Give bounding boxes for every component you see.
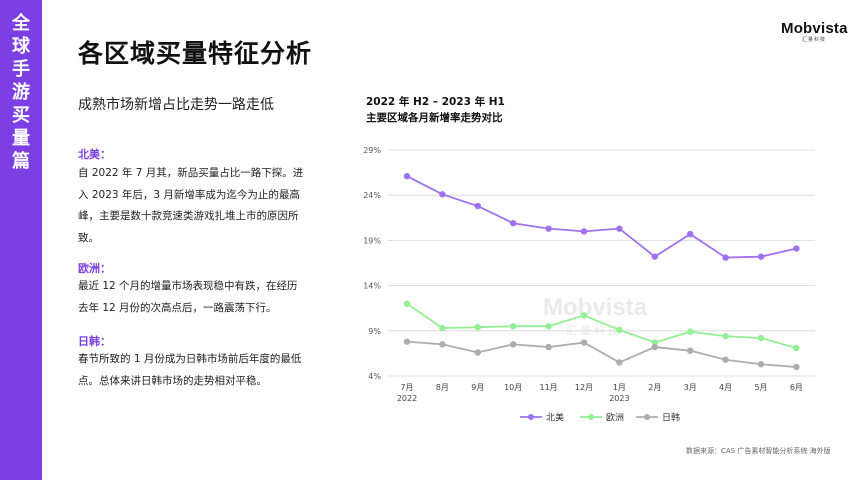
legend-label: 欧洲 <box>606 412 624 424</box>
x-year-label: 2022 <box>397 394 417 403</box>
data-point <box>545 225 552 232</box>
logo-text: Mobvista <box>781 20 848 37</box>
watermark: Mobvista <box>543 294 648 321</box>
data-point <box>439 324 446 332</box>
series-line-2 <box>406 340 797 368</box>
chart-title-line1: 2022 年 H2 – 2023 年 H1 <box>366 96 505 108</box>
y-tick-label: 14% <box>363 282 381 291</box>
series-line-0 <box>406 175 797 259</box>
x-year-label: 2023 <box>609 394 629 403</box>
data-point <box>403 300 411 307</box>
x-tick-label: 12月 <box>575 383 593 392</box>
x-tick-label: 3月 <box>684 383 697 392</box>
data-point <box>793 363 800 371</box>
data-point <box>474 349 481 356</box>
legend-swatch-dot <box>528 414 534 420</box>
legend-label: 日韩 <box>662 412 680 424</box>
data-point <box>510 323 517 330</box>
data-point <box>403 173 411 180</box>
data-point <box>687 328 694 335</box>
section-body-japan-korea: 春节所致的 1 月份成为日韩市场前后年度的最低点。总体来讲日韩市场的走势相对平稳… <box>78 353 302 387</box>
data-point <box>545 323 552 330</box>
data-point <box>510 341 517 348</box>
x-tick-label: 9月 <box>471 383 484 392</box>
section-head-europe: 欧洲： <box>78 262 111 275</box>
page-title: 各区域买量特征分析 <box>78 39 313 68</box>
legend-swatch-dot <box>644 414 650 420</box>
data-point <box>403 338 411 345</box>
y-tick-label: 19% <box>363 236 381 245</box>
sidebar: 全球手游买量篇 <box>0 0 42 480</box>
sidebar-label: 全球手游买量篇 <box>12 13 30 172</box>
series-line-1 <box>406 302 797 349</box>
y-tick-label: 9% <box>368 327 381 336</box>
data-point <box>580 312 588 319</box>
x-tick-label: 7月 <box>400 383 413 392</box>
chart-title-line2: 主要区域各月新增率走势对比 <box>366 112 503 124</box>
legend-label: 北美 <box>546 412 564 424</box>
data-point <box>757 334 765 342</box>
data-point <box>439 191 446 198</box>
brand-logo: Mobvista 汇量科技 <box>781 20 847 43</box>
data-point <box>474 323 481 331</box>
data-point <box>545 343 552 351</box>
x-tick-label: 6月 <box>790 383 803 392</box>
section-head-japan-korea: 日韩： <box>78 335 111 348</box>
data-point <box>722 333 729 340</box>
legend-swatch-dot <box>588 414 594 420</box>
data-point <box>580 228 588 235</box>
data-point <box>651 339 658 346</box>
data-point <box>793 245 800 252</box>
data-point <box>616 359 623 366</box>
x-tick-label: 8月 <box>436 383 449 392</box>
x-tick-label: 1月 <box>613 383 626 392</box>
data-point <box>793 344 800 352</box>
data-point <box>616 326 623 334</box>
data-point <box>722 356 729 363</box>
logo-subtext: 汇量科技 <box>801 37 826 43</box>
x-tick-label: 5月 <box>754 383 767 392</box>
data-point <box>580 339 588 346</box>
y-tick-label: 24% <box>363 191 381 200</box>
data-point <box>757 361 765 368</box>
data-point <box>757 253 765 260</box>
data-point <box>687 230 694 238</box>
source-note: 数据来源：CAS 广告素材智能分析系统 海外版 <box>686 447 831 455</box>
x-tick-label: 2月 <box>648 383 661 392</box>
section-body-europe: 最近 12 个月的增量市场表现稳中有跌，在经历去年 12 月份的次高点后，一路震… <box>78 280 298 314</box>
section-head-north-america: 北美： <box>78 148 111 161</box>
data-point <box>439 341 446 348</box>
data-point <box>510 220 517 227</box>
y-tick-label: 29% <box>363 146 381 155</box>
data-point <box>474 202 481 210</box>
data-point <box>616 225 623 232</box>
page-subtitle: 成熟市场新增占比走势一路走低 <box>78 97 274 113</box>
section-body-north-america: 自 2022 年 7 月其，新品买量占比一路下探。进入 2023 年后，3 月新… <box>78 167 304 244</box>
data-point <box>722 254 729 261</box>
y-tick-label: 4% <box>368 372 381 381</box>
x-tick-label: 11月 <box>540 383 558 392</box>
data-point <box>651 343 658 351</box>
x-tick-label: 10月 <box>504 383 522 392</box>
data-point <box>687 347 694 354</box>
chart-title: 2022 年 H2 – 2023 年 H1 主要区域各月新增率走势对比 <box>366 94 505 126</box>
data-point <box>651 253 658 260</box>
x-tick-label: 4月 <box>719 383 732 392</box>
